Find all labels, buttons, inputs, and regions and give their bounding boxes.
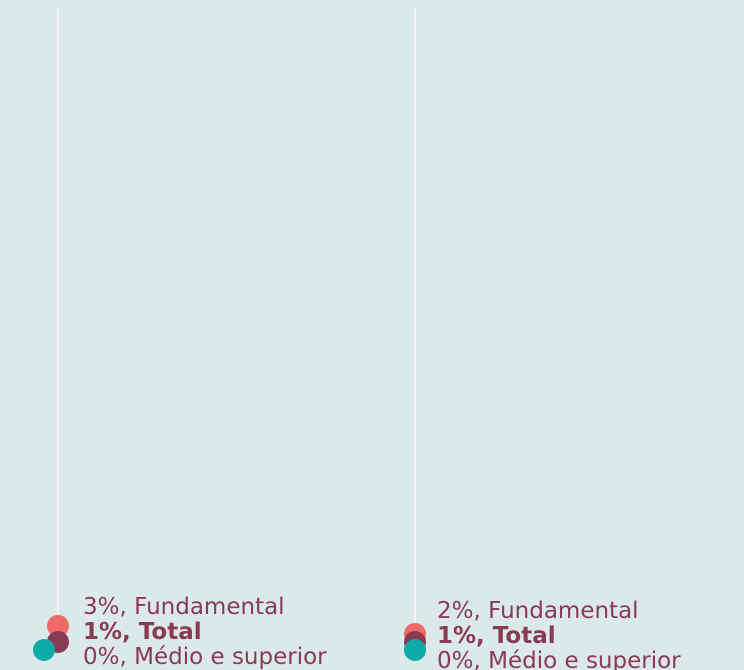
value-label: 3%, Fundamental [83,594,285,620]
dot [404,639,426,661]
value-label: 2%, Fundamental [437,598,639,624]
dot [33,639,55,661]
dot [47,614,69,637]
value-label: 0%, Médio e superior [83,644,327,670]
value-label: 1%, Total [437,623,556,649]
value-label: 0%, Médio e superior [437,648,681,670]
value-label: 1%, Total [83,619,202,645]
